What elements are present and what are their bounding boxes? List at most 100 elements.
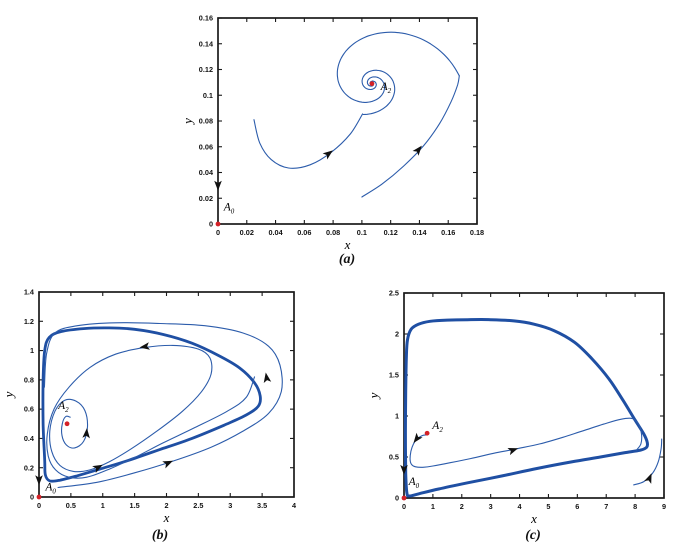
flow-arrowhead: [412, 145, 422, 156]
flow-arrowhead: [214, 180, 222, 191]
trajectories-group: [403, 318, 663, 498]
y-tick-label: 0.06: [199, 142, 213, 151]
flow-arrowhead: [400, 464, 408, 475]
limit-cycle-path: [403, 318, 650, 498]
flow-arrowhead: [162, 460, 173, 469]
x-tick-label: 1.5: [130, 501, 140, 510]
equilibrium-label: A2: [431, 420, 443, 434]
x-tick-label: 6: [575, 502, 579, 511]
x-tick-label: 0: [37, 501, 41, 510]
x-tick-label: 0.06: [297, 228, 311, 237]
y-tick-label: 0.5: [389, 453, 399, 462]
y-tick-label: 0: [30, 493, 34, 502]
x-tick-label: 0.14: [412, 228, 427, 237]
flow-arrowhead: [92, 464, 103, 473]
trajectory-path: [409, 417, 643, 468]
flow-arrowhead: [644, 473, 652, 484]
x-tick-label: 0.18: [470, 228, 484, 237]
y-tick-label: 0.6: [24, 405, 34, 414]
x-tick-label: 5: [546, 502, 550, 511]
phase-portrait-b-svg: 0 0.5 1 1.5 2 2.5 3 3.5 4 0 0.2 0.4 0.6 0.8 1 1.2 1.4 x y A…: [1, 288, 297, 525]
x-tick-label: 0.1: [357, 228, 367, 237]
y-tick-label: 0.8: [24, 375, 34, 384]
trajectory-path: [46, 344, 256, 479]
caption-b: (b): [151, 528, 169, 543]
equilibrium-label-subscript: 0: [52, 487, 56, 495]
y-tick-label: 0: [209, 220, 213, 229]
x-axis-label: x: [163, 510, 170, 525]
caption-c: (c): [525, 528, 541, 543]
equilibrium-label-subscript: 2: [65, 406, 69, 414]
y-axis-label: y: [180, 118, 195, 126]
y-tick-label: 1.2: [24, 317, 34, 326]
equilibrium-label-subscript: 0: [231, 207, 235, 215]
equilibrium-dot: [369, 81, 375, 87]
equilibrium-label-subscript: 2: [439, 426, 443, 434]
y-tick-label: 0.04: [199, 168, 214, 177]
y-tick-label: 0.08: [199, 117, 213, 126]
trajectory-path: [361, 69, 396, 116]
x-tick-label: 2.5: [193, 501, 203, 510]
equilibrium-label-subscript: 2: [388, 87, 392, 95]
phase-portrait-a-svg: 0 0.02 0.04 0.06 0.08 0.1 0.12 0.14 0.16 0.1800.0…: [180, 14, 484, 252]
equilibrium-dot: [401, 495, 407, 501]
trajectories-group: [41, 322, 283, 489]
flow-arrowhead: [82, 428, 90, 439]
phase-portrait-c-svg: 0 1 2 3 4 5 6 7 8 9 0 0.5 1 1.5 2 2.5 x y A2 A0: [366, 289, 666, 526]
x-tick-label: 8: [633, 502, 637, 511]
x-tick-label: 2: [460, 502, 464, 511]
y-tick-label: 2.5: [389, 289, 399, 298]
equilibrium-label: A0: [44, 481, 56, 495]
x-tick-label: 3: [228, 501, 232, 510]
flow-arrowhead: [413, 432, 423, 443]
x-tick-label: 4: [518, 502, 523, 511]
trajectories-group: [253, 31, 460, 198]
trajectory-path: [361, 75, 460, 198]
x-tick-label: 0.16: [441, 228, 455, 237]
x-tick-label: 3: [489, 502, 493, 511]
equilibrium-label: A2: [380, 81, 392, 95]
x-tick-label: 1: [431, 502, 435, 511]
equilibrium-dot: [36, 494, 42, 500]
y-tick-label: 0.02: [199, 194, 213, 203]
y-tick-label: 1.4: [24, 288, 35, 297]
flow-arrowhead: [263, 372, 272, 384]
x-tick-label: 0.5: [66, 501, 76, 510]
y-tick-label: 1: [30, 346, 34, 355]
x-tick-label: 9: [662, 502, 666, 511]
x-tick-label: 0.04: [268, 228, 283, 237]
equilibrium-label: A0: [223, 201, 235, 215]
equilibrium-dot: [424, 430, 430, 436]
y-axis-label: y: [1, 391, 16, 399]
y-tick-label: 0: [395, 494, 399, 503]
equilibrium-label: A2: [57, 400, 69, 414]
y-tick-label: 0.1: [203, 91, 213, 100]
x-tick-label: 0.08: [326, 228, 340, 237]
x-axis-label: x: [530, 511, 537, 526]
trajectory-path: [633, 438, 663, 486]
x-tick-label: 2: [164, 501, 168, 510]
x-tick-label: 3.5: [257, 501, 267, 510]
x-tick-label: 0.02: [240, 228, 254, 237]
x-tick-label: 0.12: [384, 228, 398, 237]
y-tick-label: 0.4: [24, 434, 35, 443]
equilibrium-label: A0: [408, 476, 420, 490]
equilibrium-dot: [215, 221, 221, 227]
x-axis-label: x: [344, 237, 351, 252]
trajectory-path: [336, 31, 460, 103]
y-tick-label: 2: [395, 330, 399, 339]
y-axis-label: y: [366, 392, 381, 400]
y-tick-label: 1.5: [389, 371, 399, 380]
x-tick-label: 4: [292, 501, 297, 510]
flow-arrowhead: [507, 448, 519, 456]
axes-box: [403, 292, 665, 499]
x-tick-label: 0: [402, 502, 406, 511]
equilibrium-label-subscript: 0: [416, 482, 420, 490]
trajectory-path: [43, 322, 283, 489]
y-tick-label: 0.2: [24, 463, 34, 472]
y-tick-label: 0.16: [199, 14, 213, 23]
flow-arrowhead: [139, 342, 150, 350]
y-tick-label: 0.14: [199, 39, 214, 48]
equilibrium-dot: [64, 421, 70, 427]
